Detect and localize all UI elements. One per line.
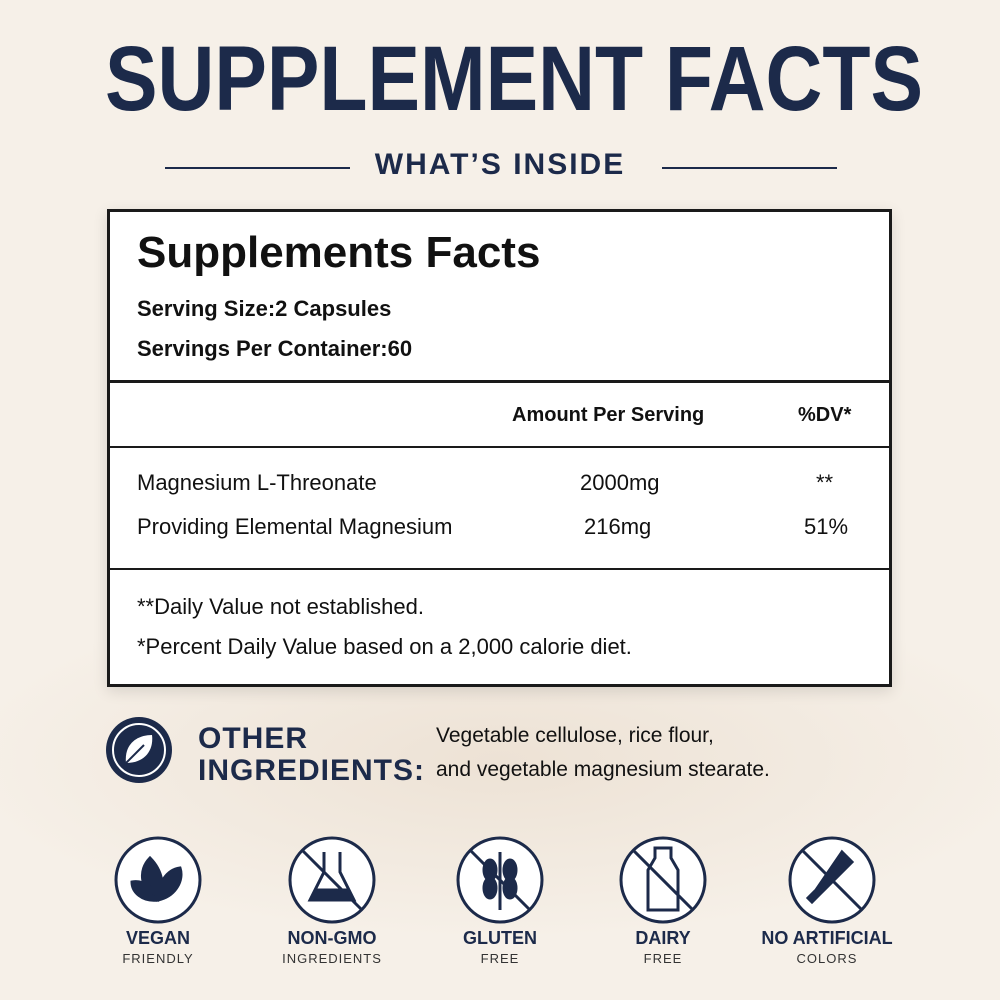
badge-title: VEGAN — [125, 928, 190, 948]
value: 60 — [387, 336, 413, 361]
row-amount: 216mg — [584, 514, 652, 539]
label: Servings Per Container: — [137, 336, 388, 361]
facts-panel: Supplements Facts Serving Size:2 Capsule… — [107, 209, 892, 687]
row-amount: 2000mg — [580, 470, 660, 495]
divider — [662, 167, 837, 169]
other-text: Vegetable cellulose, rice flour, — [436, 724, 714, 747]
vegan-icon — [114, 836, 202, 924]
servings: Servings Per Container:60 — [137, 336, 412, 362]
serving-size: Serving Size:2 Capsules — [137, 296, 391, 322]
badge-title: GLUTEN — [463, 928, 537, 948]
column-header: Amount Per Serving — [512, 404, 705, 426]
row-dv: 51% — [804, 514, 849, 539]
non-gmo-icon — [288, 836, 376, 924]
subtitle: WHAT’S INSIDE — [374, 148, 626, 181]
other-label: OTHER — [198, 722, 308, 755]
artificial-colors-icon — [788, 836, 876, 924]
gluten-icon — [456, 836, 544, 924]
badge-title: NON-GMO — [287, 928, 377, 948]
other-label: INGREDIENTS: — [198, 754, 426, 787]
badge-title: NO ARTIFICIAL — [761, 928, 893, 948]
separator — [110, 446, 889, 448]
value: 2 Capsules — [275, 296, 392, 321]
badge-subtitle: FRIENDLY — [122, 951, 194, 966]
page-title: SUPPLEMENT FACTS — [105, 28, 923, 130]
badge-icons — [114, 836, 876, 924]
leaf-icon — [106, 717, 172, 783]
badge-subtitle: FREE — [480, 951, 520, 966]
column-header: %DV* — [798, 404, 852, 426]
badge-subtitle: FREE — [643, 951, 683, 966]
badge-title: DAIRY — [635, 928, 691, 948]
separator — [110, 380, 889, 383]
badge-subtitle: COLORS — [796, 951, 858, 966]
row-name: Providing Elemental Magnesium — [137, 514, 453, 539]
badge-subtitle: INGREDIENTS — [282, 951, 382, 966]
label: Serving Size: — [137, 296, 276, 321]
other-text: and vegetable magnesium stearate. — [436, 758, 770, 781]
facts-title: Supplements Facts — [137, 228, 541, 277]
dairy-icon — [619, 836, 707, 924]
title-svg: SUPPLEMENT FACTS — [105, 28, 923, 130]
row-dv: ** — [816, 470, 834, 495]
row-name: Magnesium L-Threonate — [137, 470, 377, 495]
divider — [165, 167, 350, 169]
footnote: *Percent Daily Value based on a 2,000 ca… — [137, 634, 632, 659]
footnote: **Daily Value not established. — [137, 594, 424, 619]
separator — [110, 568, 889, 570]
